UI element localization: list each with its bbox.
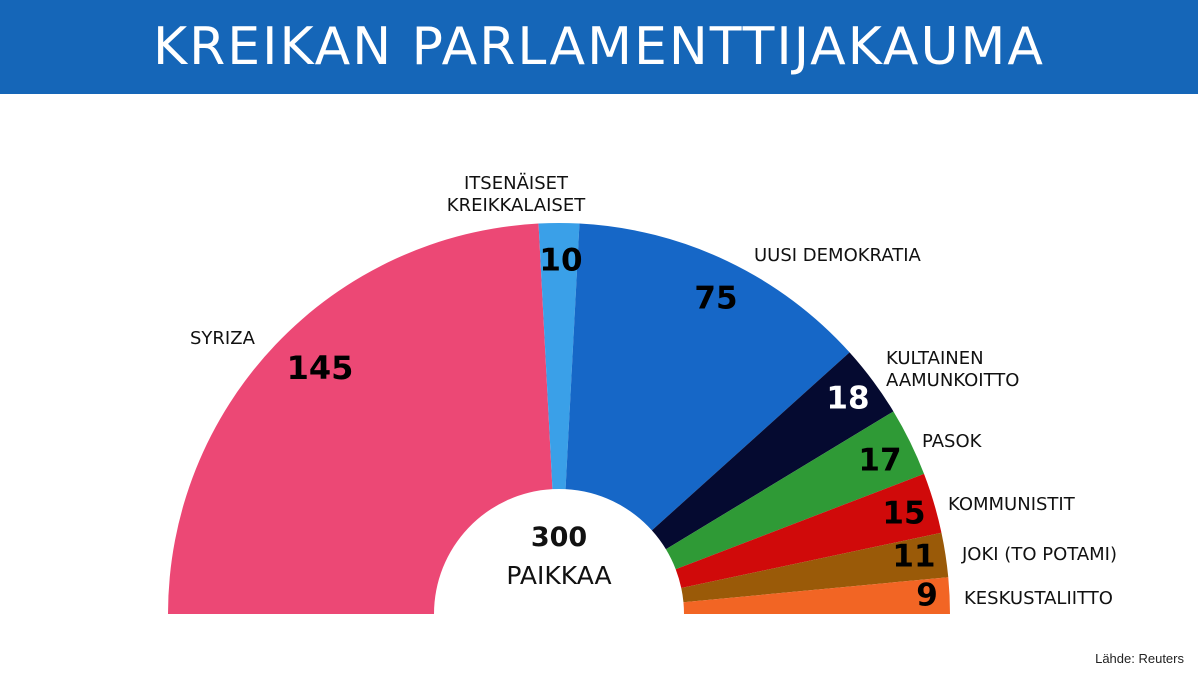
total-seats-label: PAIKKAA <box>506 561 611 590</box>
slice-1 <box>168 223 553 614</box>
total-seats-value: 300 <box>531 522 587 553</box>
party-label-2: ITSENÄISET KREIKKALAISET <box>447 173 586 216</box>
party-label-5: PASOK <box>922 431 983 452</box>
value-label-5: 17 <box>858 443 901 479</box>
page-title: KREIKAN PARLAMENTTIJAKAUMA <box>153 17 1045 77</box>
party-label-1: SYRIZA <box>190 328 256 349</box>
value-label-7: 11 <box>892 539 935 575</box>
value-label-3: 75 <box>694 281 737 317</box>
party-label-4: KULTAINEN AAMUNKOITTO <box>886 348 1019 391</box>
party-label-6: KOMMUNISTIT <box>948 494 1076 515</box>
value-label-1: 145 <box>287 349 354 387</box>
value-label-6: 15 <box>882 496 925 532</box>
slice-4 <box>651 352 894 550</box>
slice-5 <box>665 411 925 570</box>
party-label-8: KESKUSTALIITTO <box>964 588 1113 609</box>
value-label-2: 10 <box>539 243 582 279</box>
slice-3 <box>565 223 850 531</box>
party-label-3: UUSI DEMOKRATIA <box>754 245 922 266</box>
source-note: Lähde: Reuters <box>1095 651 1184 666</box>
value-label-4: 18 <box>826 381 869 417</box>
slice-2 <box>538 223 580 490</box>
slice-7 <box>681 532 949 603</box>
party-label-7: JOKI (TO POTAMI) <box>961 544 1117 565</box>
slice-8 <box>683 577 950 614</box>
slice-6 <box>675 473 942 589</box>
header-banner: KREIKAN PARLAMENTTIJAKAUMA <box>0 0 1198 94</box>
value-label-8: 9 <box>916 578 938 614</box>
